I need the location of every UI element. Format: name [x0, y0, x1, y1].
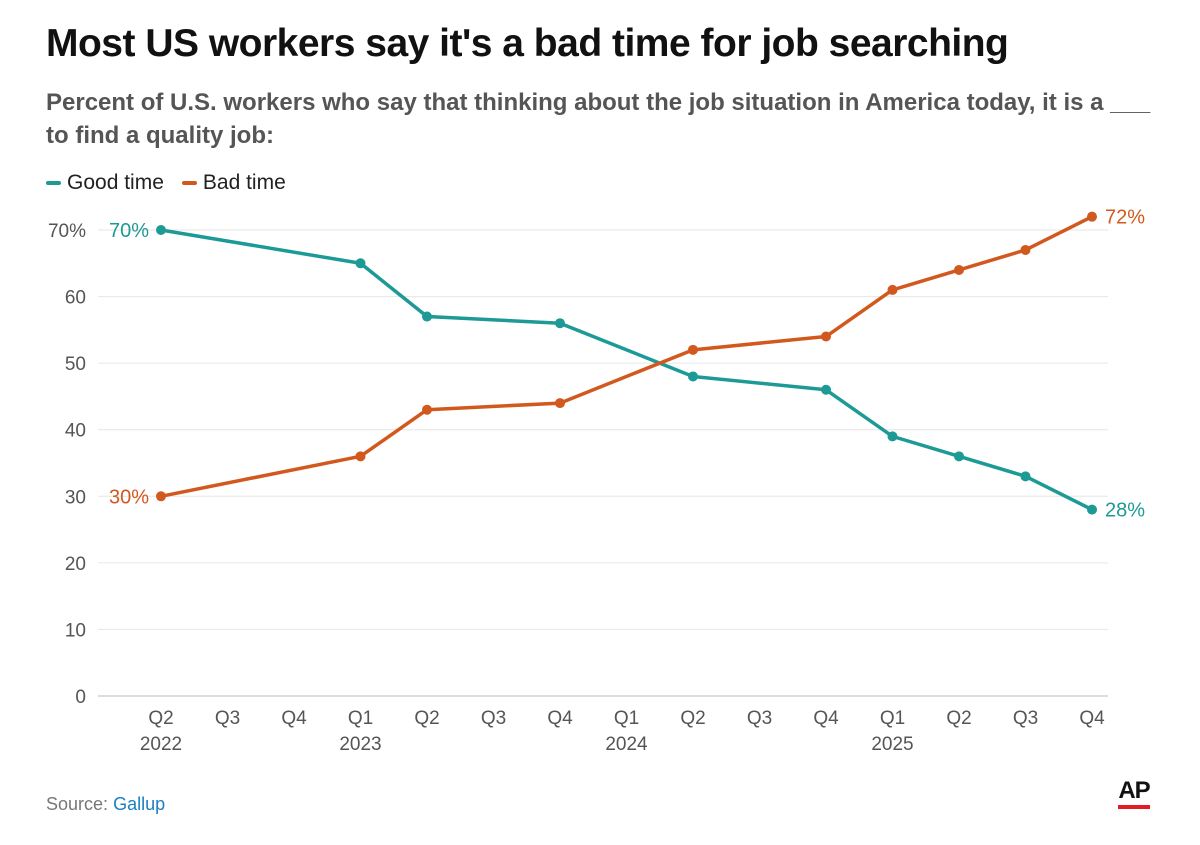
x-tick-label-3: Q1: [348, 708, 373, 729]
source-label: Source:: [46, 794, 109, 814]
data-point-bad-1: [355, 451, 366, 462]
ap-logo-text: AP: [1118, 777, 1150, 804]
source-line: Source: Gallup: [46, 794, 165, 815]
data-label-start-good: 70%: [109, 220, 149, 242]
y-tick-label-30: 30: [65, 487, 86, 508]
y-tick-label-0: 0: [75, 687, 86, 708]
data-point-bad-6: [887, 284, 898, 295]
data-point-good-5: [821, 384, 831, 395]
data-label-end-bad: 72%: [1105, 207, 1145, 229]
data-label-start-bad: 30%: [109, 486, 149, 508]
x-tick-label-0: Q2: [148, 708, 173, 729]
legend-swatch-good-time: [46, 181, 61, 185]
x-tick-label-4: Q2: [414, 708, 439, 729]
x-tick-label-11: Q1: [880, 708, 905, 729]
x-tick-year-2025: 2025: [871, 734, 913, 755]
chart-title: Most US workers say it's a bad time for …: [46, 22, 1009, 65]
legend: Good time Bad time: [46, 171, 304, 195]
x-tick-label-9: Q3: [747, 708, 772, 729]
x-tick-label-7: Q1: [614, 708, 639, 729]
data-point-bad-7: [954, 264, 964, 275]
x-tick-label-10: Q4: [813, 708, 839, 729]
data-point-bad-8: [1020, 244, 1031, 255]
x-tick-label-2: Q4: [281, 708, 307, 729]
x-tick-label-12: Q2: [946, 708, 971, 729]
ap-logo-bar: [1118, 805, 1150, 809]
data-point-bad-9: [1087, 211, 1097, 222]
data-point-good-4: [688, 371, 698, 382]
legend-item-bad-time: Bad time: [181, 171, 286, 195]
data-point-good-1: [355, 258, 366, 269]
data-point-bad-2: [422, 404, 432, 415]
source-link-gallup[interactable]: Gallup: [113, 794, 166, 814]
y-tick-label-50: 50: [65, 354, 86, 375]
legend-label-good-time: Good time: [67, 171, 164, 194]
data-point-bad-4: [688, 344, 698, 355]
x-tick-year-2024: 2024: [605, 734, 648, 755]
y-tick-label-20: 20: [65, 554, 86, 575]
series-line-bad: [159, 214, 1094, 499]
data-label-end-good: 28%: [1105, 500, 1145, 522]
x-tick-label-14: Q4: [1079, 708, 1105, 729]
x-tick-label-5: Q3: [481, 708, 506, 729]
series-line-good: [159, 228, 1094, 512]
data-point-bad-3: [555, 398, 565, 409]
x-tick-year-2023: 2023: [339, 734, 381, 755]
x-tick-label-6: Q4: [547, 708, 573, 729]
y-tick-label-60: 60: [65, 288, 86, 309]
data-point-good-2: [422, 311, 432, 322]
legend-item-good-time: Good time: [46, 171, 164, 195]
x-tick-label-8: Q2: [680, 708, 705, 729]
chart-subtitle: Percent of U.S. workers who say that thi…: [46, 89, 1151, 149]
x-tick-year-2022: 2022: [140, 734, 182, 755]
y-tick-label-70: 70%: [48, 221, 86, 242]
data-point-bad-5: [821, 331, 831, 342]
data-point-good-8: [1020, 471, 1031, 482]
y-tick-label-10: 10: [65, 620, 86, 641]
data-point-good-3: [555, 318, 565, 329]
legend-label-bad-time: Bad time: [202, 171, 286, 194]
x-tick-label-1: Q3: [215, 708, 240, 729]
data-point-good-0: [156, 225, 166, 235]
legend-swatch-bad-time: [181, 181, 197, 185]
data-point-good-6: [887, 431, 898, 442]
data-point-good-9: [1087, 504, 1097, 515]
x-tick-label-13: Q3: [1013, 708, 1038, 729]
data-point-bad-0: [156, 491, 166, 502]
data-point-good-7: [954, 451, 964, 462]
y-tick-label-40: 40: [65, 421, 86, 442]
ap-logo: AP: [1118, 777, 1151, 809]
